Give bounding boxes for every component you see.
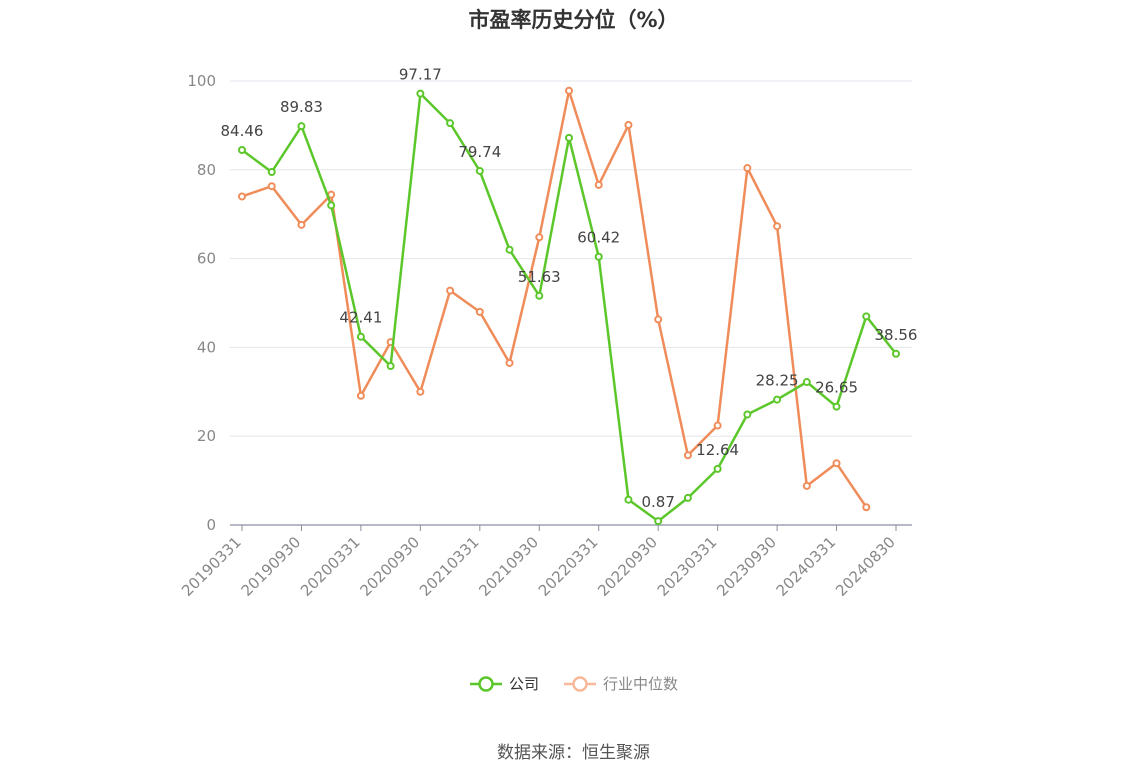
legend-company-label: 公司 <box>508 675 539 693</box>
y-axis: 0 20 40 60 80 100 <box>187 72 216 534</box>
point-company-20190630 <box>267 168 276 177</box>
series-line-company <box>241 92 897 523</box>
point-industry-20230930 <box>773 222 782 231</box>
point-company-20221231 <box>683 493 692 502</box>
point-industry-20200331 <box>356 391 365 400</box>
source-note: 数据来源：恒生聚源 <box>497 743 650 763</box>
data-label-company-20200930: 97.17 <box>399 66 442 84</box>
x-tick-label-20200331: 20200331 <box>297 533 364 600</box>
point-company-20230331 <box>713 464 722 473</box>
y-tick-label-80: 80 <box>197 161 216 179</box>
legend-item-industry[interactable]: 行业中位数 <box>563 673 678 694</box>
point-company-20220331 <box>594 252 603 261</box>
legend-company-icon <box>469 675 502 692</box>
point-industry-20220331 <box>594 180 603 189</box>
x-tick-label-20190331: 20190331 <box>178 533 245 600</box>
x-tick-label-20230930: 20230930 <box>713 533 780 600</box>
y-tick-label-20: 20 <box>197 427 216 445</box>
x-tick-label-20220930: 20220930 <box>594 533 661 600</box>
series-line-industry <box>241 89 868 508</box>
x-tick-label-20190930: 20190930 <box>238 533 305 600</box>
data-labels: 84.46 89.83 42.41 97.17 79.74 51.63 60.42 0.87 1… <box>221 66 918 512</box>
point-company-20220930 <box>654 517 663 526</box>
point-industry-20201231 <box>446 286 455 295</box>
legend-industry-label: 行业中位数 <box>603 675 679 693</box>
data-label-company-20220331: 60.42 <box>577 229 620 247</box>
point-industry-20210630 <box>505 358 514 367</box>
legend: 公司 行业中位数 <box>0 673 1147 694</box>
point-company-20240630 <box>862 312 871 321</box>
x-tick-label-20210930: 20210930 <box>475 533 542 600</box>
x-tick-label-20240830: 20240830 <box>832 533 899 600</box>
point-company-20210930 <box>535 291 544 300</box>
point-industry-20231231 <box>802 481 811 490</box>
point-industry-20220930 <box>654 315 663 324</box>
point-industry-20240630 <box>862 503 871 512</box>
data-label-company-20220930: 0.87 <box>641 493 674 511</box>
point-company-20231231 <box>802 378 811 387</box>
data-label-company-20230930: 28.25 <box>756 372 799 390</box>
data-label-company-20190930: 89.83 <box>280 98 323 116</box>
x-tick-label-20210331: 20210331 <box>416 533 483 600</box>
x-tick-label-20200930: 20200930 <box>356 533 423 600</box>
data-label-company-20230331: 12.64 <box>696 441 739 459</box>
point-industry-20230331 <box>713 421 722 430</box>
point-company-20240331 <box>832 402 841 411</box>
data-label-company-20200331: 42.41 <box>339 309 382 327</box>
chart-title: 市盈率历史分位（%） <box>468 8 679 32</box>
data-label-company-20240830: 38.56 <box>875 326 918 344</box>
point-company-20200331 <box>356 332 365 341</box>
point-company-20191231 <box>327 201 336 210</box>
point-company-20200630 <box>386 362 395 371</box>
legend-item-company[interactable]: 公司 <box>469 673 539 694</box>
point-company-20230930 <box>773 395 782 404</box>
point-company-20190331 <box>238 145 246 154</box>
point-company-20201231 <box>446 119 455 128</box>
data-label-company-20210930: 51.63 <box>518 268 561 286</box>
point-company-20240830 <box>892 349 900 358</box>
point-company-20230630 <box>743 410 752 419</box>
legend-industry-icon <box>564 675 596 692</box>
point-industry-20210930 <box>535 233 544 242</box>
x-axis: 2019033120190930202003312020093020210331… <box>178 524 912 600</box>
data-label-company-20210331: 79.74 <box>458 143 501 161</box>
x-tick-label-20220331: 20220331 <box>535 533 602 600</box>
x-tick-label-20240331: 20240331 <box>773 533 840 600</box>
y-tick-label-60: 60 <box>197 250 216 268</box>
point-company-20211231 <box>565 133 573 142</box>
y-tick-label-40: 40 <box>197 338 216 356</box>
point-industry-20221231 <box>683 451 692 460</box>
point-company-20220630 <box>624 495 633 504</box>
x-tick-label-20230331: 20230331 <box>654 533 721 600</box>
y-tick-label-0: 0 <box>206 516 216 534</box>
y-tick-label-100: 100 <box>187 72 216 90</box>
point-industry-20230630 <box>743 164 752 173</box>
point-company-20210331 <box>475 166 484 175</box>
point-company-20190930 <box>297 122 306 131</box>
point-industry-20210331 <box>475 307 484 316</box>
point-industry-20220630 <box>624 120 633 129</box>
point-industry-20240331 <box>832 459 841 468</box>
series-layer <box>238 86 900 526</box>
point-company-20210630 <box>505 245 514 254</box>
point-industry-20211231 <box>565 86 573 95</box>
point-industry-20190331 <box>238 192 246 201</box>
point-company-20200930 <box>416 89 425 98</box>
point-industry-20200930 <box>416 387 425 396</box>
point-industry-20190630 <box>267 182 276 191</box>
point-industry-20190930 <box>297 220 306 229</box>
data-label-company-20190331: 84.46 <box>221 122 264 140</box>
data-label-company-20240331: 26.65 <box>815 379 858 397</box>
